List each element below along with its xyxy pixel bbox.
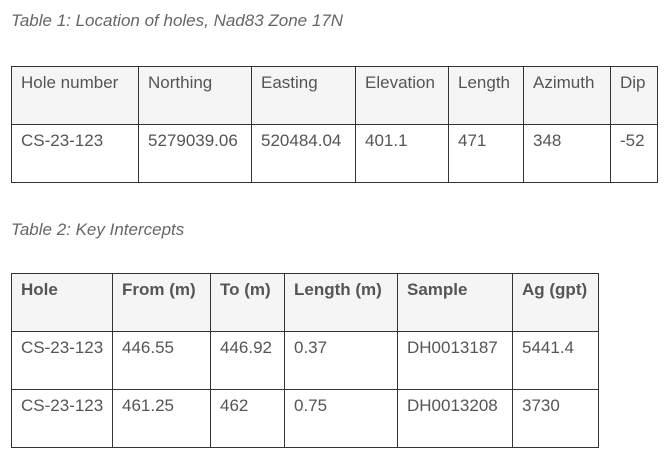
table-cell: 401.1 (355, 124, 449, 183)
table: Hole From (m) To (m) Length (m) Sample Ag (gp… (11, 273, 599, 448)
table-cell: DH0013187 (397, 331, 513, 390)
header-cell: Hole (11, 273, 113, 332)
table-cell: CS-23-123 (11, 389, 113, 448)
table-caption: Table 2: Key Intercepts (11, 220, 185, 239)
header-cell: Hole number (11, 66, 139, 125)
table-caption: Table 1: Location of holes, Nad83 Zone 1… (11, 11, 344, 30)
table-cell: 446.55 (112, 331, 211, 390)
header-cell: To (m) (210, 273, 285, 332)
table-cell: 446.92 (210, 331, 285, 390)
header-cell: Length (m) (284, 273, 398, 332)
table-cell: -52 (610, 124, 658, 183)
table: Hole number Northing Easting Elevation Lengt… (11, 66, 658, 183)
table-cell: 520484.04 (251, 124, 356, 183)
table-cell: 471 (448, 124, 524, 183)
table-cell: CS-23-123 (11, 124, 139, 183)
header-cell: Northing (138, 66, 252, 125)
header-cell: From (m) (112, 273, 211, 332)
table-cell: 0.37 (284, 331, 398, 390)
table-cell: 348 (523, 124, 611, 183)
header-cell: Dip (610, 66, 658, 125)
table-cell: 5279039.06 (138, 124, 252, 183)
table-row: CS-23-123 461.25 462 0.75 DH0013208 3730 (11, 389, 599, 448)
table-cell: 461.25 (112, 389, 211, 448)
table-row: CS-23-123 5279039.06 520484.04 401.1 471 348-… (11, 124, 658, 183)
header-cell: Ag (gpt) (512, 273, 599, 332)
header-cell: Elevation (355, 66, 449, 125)
table-row: CS-23-123 446.55 446.92 0.37 DH0013187 5441.4 (11, 331, 599, 390)
table-cell: 5441.4 (512, 331, 599, 390)
table-cell: 3730 (512, 389, 599, 448)
header-cell: Length (448, 66, 524, 125)
header-row: Hole number Northing Easting Elevation Lengt… (11, 66, 658, 125)
header-cell: Azimuth (523, 66, 611, 125)
header-cell: Sample (397, 273, 513, 332)
table-cell: 462 (210, 389, 285, 448)
table-cell: DH0013208 (397, 389, 513, 448)
header-row: Hole From (m) To (m) Length (m) Sample Ag (gp… (11, 273, 599, 332)
table-cell: 0.75 (284, 389, 398, 448)
header-cell: Easting (251, 66, 356, 125)
table-cell: CS-23-123 (11, 331, 113, 390)
